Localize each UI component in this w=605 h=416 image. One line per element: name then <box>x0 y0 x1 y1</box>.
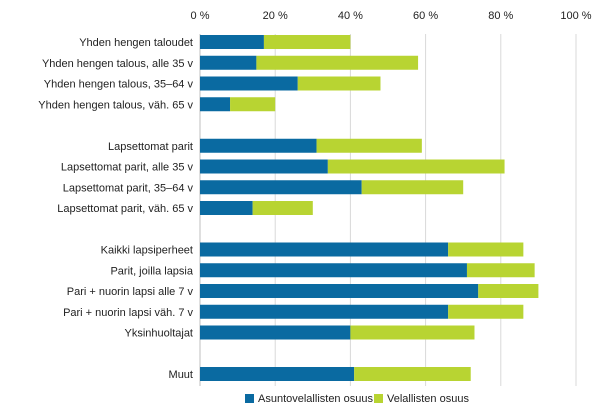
x-tick-label: 0 % <box>191 10 210 22</box>
bar-velallisten <box>466 263 535 278</box>
bar-asuntovelallisten <box>200 242 449 257</box>
bar-velallisten <box>263 35 351 49</box>
x-tick-label: 80 % <box>488 10 513 22</box>
bar-asuntovelallisten <box>200 55 257 70</box>
category-label: Pari + nuorin lapsi väh. 7 v <box>63 307 193 319</box>
bar-velallisten <box>327 159 505 174</box>
legend-swatch-asuntovelallisten <box>245 394 254 403</box>
bar-asuntovelallisten <box>200 159 328 174</box>
bar-asuntovelallisten <box>200 284 479 298</box>
category-label: Yhden hengen talous, 35–64 v <box>44 79 194 91</box>
bar-asuntovelallisten <box>200 201 253 215</box>
bars <box>200 35 539 381</box>
category-label: Muut <box>169 369 193 381</box>
x-tick-label: 40 % <box>338 10 363 22</box>
bar-asuntovelallisten <box>200 367 355 381</box>
category-label: Lapsettomat parit, 35–64 v <box>63 182 194 194</box>
bar-velallisten <box>230 97 276 112</box>
category-label: Yhden hengen talous, väh. 65 v <box>38 99 193 111</box>
category-label: Yhden hengen taloudet <box>79 37 193 49</box>
bar-velallisten <box>350 325 475 340</box>
bar-velallisten <box>448 304 524 319</box>
category-label: Parit, joilla lapsia <box>110 265 193 277</box>
legend-label-velallisten: Velallisten osuus <box>387 393 469 405</box>
bar-velallisten <box>478 284 539 298</box>
category-label: Yhden hengen talous, alle 35 v <box>42 58 194 70</box>
bar-asuntovelallisten <box>200 304 449 319</box>
legend-swatch-velallisten <box>374 394 383 403</box>
category-label: Yksinhuoltajat <box>125 328 194 340</box>
category-labels: Yhden hengen taloudet Yhden hengen talous… <box>38 37 194 381</box>
x-tick-labels: 0 % 20 % 40 % 60 % 80 % 100 % <box>191 10 592 22</box>
category-label: Pari + nuorin lapsi alle 7 v <box>67 286 194 298</box>
category-label: Lapsettomat parit <box>108 141 193 153</box>
legend-label-asuntovelallisten: Asuntovelallisten osuus <box>258 393 373 405</box>
bar-velallisten <box>354 367 471 381</box>
gridlines <box>199 34 577 386</box>
bar-asuntovelallisten <box>200 325 351 340</box>
x-tick-label: 60 % <box>413 10 438 22</box>
category-label: Kaikki lapsiperheet <box>101 245 193 257</box>
bar-velallisten <box>316 138 422 153</box>
bar-velallisten <box>256 55 419 70</box>
bar-asuntovelallisten <box>200 97 231 112</box>
legend: Asuntovelallisten osuus Velallisten osuu… <box>245 393 469 405</box>
bar-velallisten <box>297 76 381 91</box>
bar-velallisten <box>448 242 524 257</box>
bar-asuntovelallisten <box>200 138 317 153</box>
x-tick-label: 20 % <box>263 10 288 22</box>
bar-asuntovelallisten <box>200 76 298 91</box>
category-label: Lapsettomat parit, alle 35 v <box>61 162 194 174</box>
bar-velallisten <box>252 201 313 215</box>
bar-asuntovelallisten <box>200 263 467 278</box>
bar-asuntovelallisten <box>200 35 264 49</box>
bar-velallisten <box>361 180 464 195</box>
bar-asuntovelallisten <box>200 180 362 195</box>
category-label: Lapsettomat parit, väh. 65 v <box>57 203 193 215</box>
x-tick-label: 100 % <box>560 10 591 22</box>
